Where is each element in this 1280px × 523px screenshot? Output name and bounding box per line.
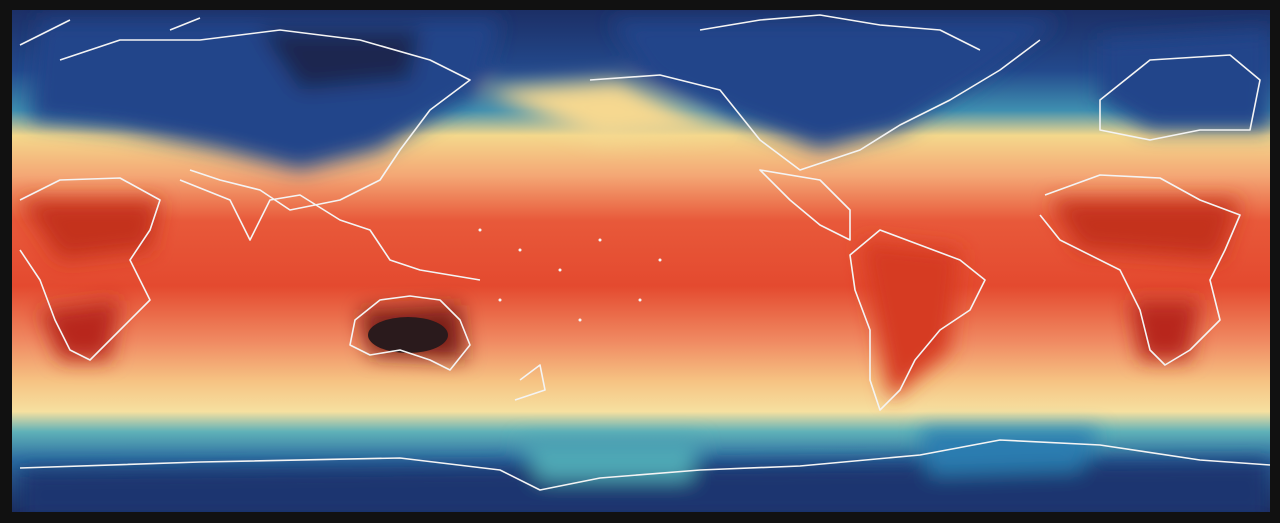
australia-hot-core [368, 317, 448, 353]
map-area [12, 10, 1270, 512]
island-dots [478, 228, 662, 322]
coastlines [19, 14, 1270, 491]
